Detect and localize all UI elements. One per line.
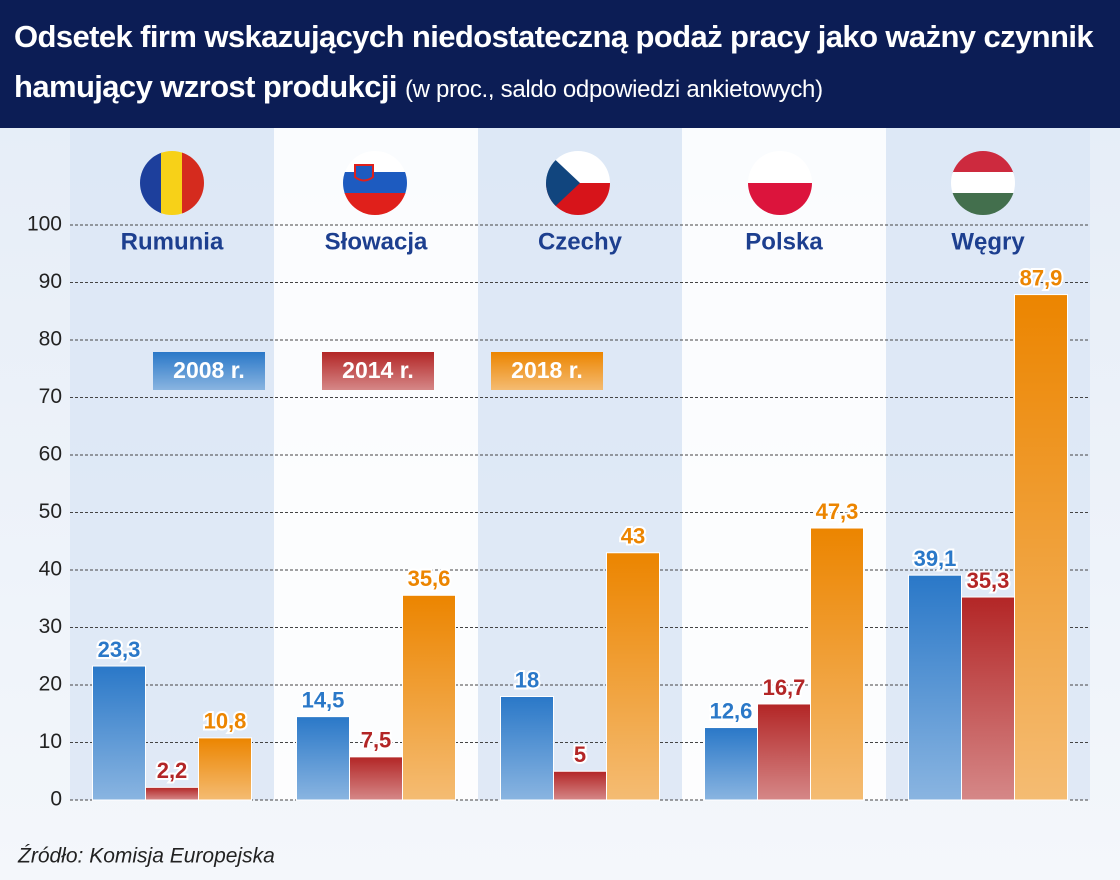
value-label: 10,8: [204, 709, 247, 734]
value-label: 12,6: [710, 698, 753, 723]
bar-shine: [145, 787, 199, 800]
value-label: 47,3: [816, 499, 859, 524]
value-label: 14,5: [302, 687, 345, 712]
chart-subtitle: (w proc., saldo odpowiedzi ankietowych): [404, 76, 823, 103]
bar-shine: [757, 703, 811, 800]
legend-shine: [153, 352, 265, 390]
value-label: 35,6: [408, 566, 451, 591]
bar-shine: [349, 756, 403, 800]
legend-shine: [322, 352, 434, 390]
y-tick-label: 80: [39, 328, 62, 351]
x-tick-label: Rumunia: [121, 228, 224, 255]
value-label: 35,3: [967, 568, 1010, 593]
value-label: 7,5: [361, 728, 392, 753]
bar-shine: [296, 716, 350, 800]
x-tick-label: Polska: [745, 228, 823, 255]
value-label: 5: [574, 742, 586, 767]
bar-shine: [908, 575, 962, 800]
source: Źródło: Komisja Europejska: [17, 845, 275, 868]
y-tick-label: 30: [39, 615, 62, 638]
bar-shine: [961, 597, 1015, 800]
y-tick-label: 0: [50, 788, 62, 811]
y-tick-label: 10: [39, 730, 62, 753]
y-tick-label: 50: [39, 500, 62, 523]
value-label: 39,1: [914, 546, 957, 571]
y-tick-label: 20: [39, 673, 62, 696]
legend-label: 2008 r.: [173, 357, 245, 383]
y-tick-label: 100: [27, 213, 62, 236]
flags: [140, 151, 1015, 215]
x-tick-label: Słowacja: [325, 228, 428, 255]
x-tick-label: Węgry: [951, 228, 1025, 255]
header: Odsetek firm wskazujących niedostateczną…: [0, 0, 1120, 128]
value-label: 18: [515, 667, 539, 692]
bar-shine: [92, 666, 146, 800]
bar-shine: [198, 737, 252, 800]
value-label: 87,9: [1020, 265, 1063, 290]
bar-shine: [402, 595, 456, 800]
bar-shine: [553, 771, 607, 800]
value-label: 23,3: [98, 637, 141, 662]
legend-label: 2018 r.: [511, 357, 583, 383]
bar-shine: [704, 727, 758, 800]
x-tick-label: Czechy: [538, 228, 623, 255]
chart-title: Odsetek firm wskazujących niedostateczną…: [14, 19, 1094, 104]
legend-shine: [491, 352, 603, 390]
bar-shine: [1014, 294, 1068, 800]
legend-label: 2014 r.: [342, 357, 414, 383]
value-label: 2,2: [157, 758, 188, 783]
y-tick-label: 90: [39, 270, 62, 293]
bar-shine: [810, 528, 864, 800]
value-label: 16,7: [763, 675, 806, 700]
bar-shine: [606, 552, 660, 800]
y-tick-label: 40: [39, 558, 62, 581]
y-tick-label: 70: [39, 385, 62, 408]
bar-shine: [500, 696, 554, 800]
value-label: 43: [621, 524, 645, 549]
y-tick-label: 60: [39, 443, 62, 466]
